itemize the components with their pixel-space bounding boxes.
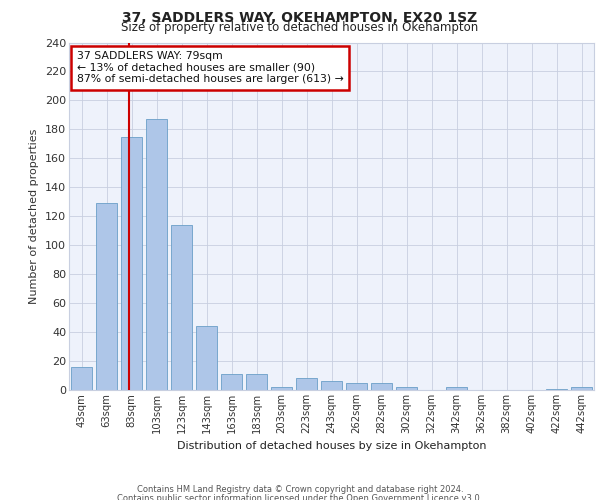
Text: 37, SADDLERS WAY, OKEHAMPTON, EX20 1SZ: 37, SADDLERS WAY, OKEHAMPTON, EX20 1SZ	[122, 11, 478, 25]
Bar	[71, 367, 92, 390]
Text: Contains HM Land Registry data © Crown copyright and database right 2024.: Contains HM Land Registry data © Crown c…	[137, 485, 463, 494]
Bar	[246, 374, 267, 390]
Bar	[346, 383, 367, 390]
Bar	[396, 387, 417, 390]
Bar	[171, 225, 192, 390]
Bar	[221, 374, 242, 390]
Bar	[321, 382, 342, 390]
Bar	[546, 388, 567, 390]
Text: Contains public sector information licensed under the Open Government Licence v3: Contains public sector information licen…	[118, 494, 482, 500]
Text: Size of property relative to detached houses in Okehampton: Size of property relative to detached ho…	[121, 22, 479, 35]
Bar	[96, 203, 117, 390]
X-axis label: Distribution of detached houses by size in Okehampton: Distribution of detached houses by size …	[177, 442, 486, 452]
Text: 37 SADDLERS WAY: 79sqm
← 13% of detached houses are smaller (90)
87% of semi-det: 37 SADDLERS WAY: 79sqm ← 13% of detached…	[77, 51, 344, 84]
Bar	[571, 387, 592, 390]
Y-axis label: Number of detached properties: Number of detached properties	[29, 128, 40, 304]
Bar	[271, 387, 292, 390]
Bar	[371, 383, 392, 390]
Bar	[446, 387, 467, 390]
Bar	[296, 378, 317, 390]
Bar	[121, 136, 142, 390]
Bar	[196, 326, 217, 390]
Bar	[146, 119, 167, 390]
